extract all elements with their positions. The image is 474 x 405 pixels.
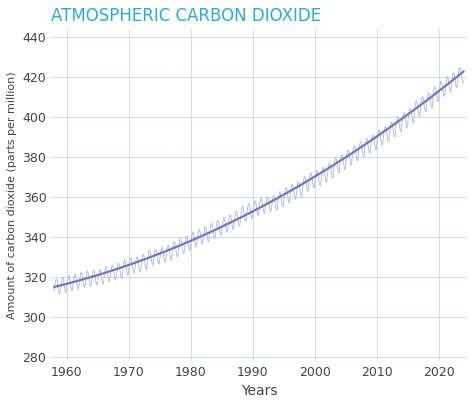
X-axis label: Years: Years: [241, 384, 277, 398]
Y-axis label: Amount of carbon dioxide (parts per million): Amount of carbon dioxide (parts per mill…: [7, 71, 17, 319]
Text: ATMOSPHERIC CARBON DIOXIDE: ATMOSPHERIC CARBON DIOXIDE: [51, 7, 321, 25]
